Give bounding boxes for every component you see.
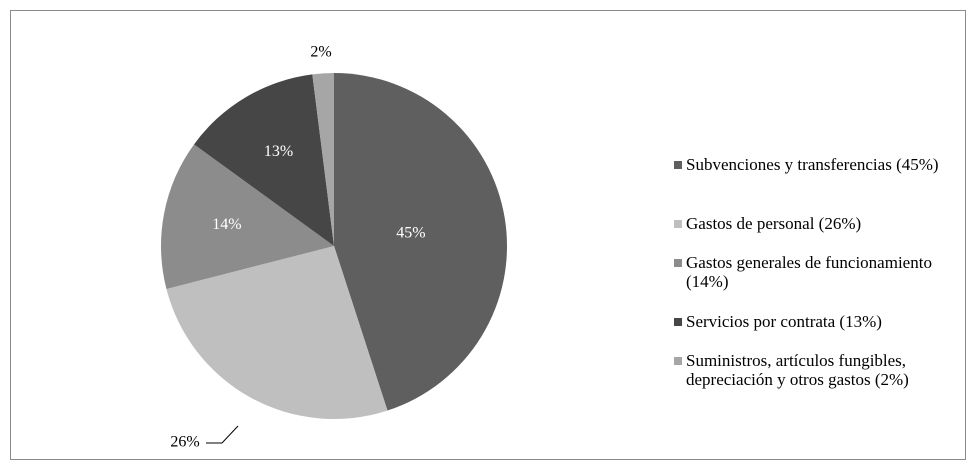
legend-swatch (674, 357, 682, 365)
pie-slice (161, 144, 334, 290)
legend-label: Subvenciones y transferencias (45%) (686, 155, 939, 174)
data-label: 26% (170, 434, 199, 451)
legend-swatch (674, 259, 682, 267)
legend-item: Subvenciones y transferencias (45%) (674, 155, 959, 174)
pie-slice (334, 73, 507, 411)
pie-slice (194, 74, 334, 246)
pie-slice (166, 246, 388, 420)
legend-label: Gastos de personal (26%) (686, 214, 862, 233)
legend-swatch (674, 220, 682, 228)
legend-item: Suministros, artículos fungibles, deprec… (674, 351, 959, 389)
pie-slice (312, 73, 334, 246)
data-label: 2% (310, 44, 331, 61)
data-label: 45% (396, 224, 425, 241)
legend-label: Gastos generales de funcionamiento (14%) (686, 253, 932, 291)
leader-line (206, 425, 239, 444)
legend-swatch (674, 161, 682, 169)
legend-item: Gastos generales de funcionamiento (14%) (674, 253, 959, 291)
data-label: 13% (264, 143, 293, 160)
legend-item: Gastos de personal (26%) (674, 214, 959, 233)
legend-label: Suministros, artículos fungibles, deprec… (686, 351, 909, 389)
legend-swatch (674, 318, 682, 326)
data-label: 14% (212, 216, 241, 233)
legend-item: Servicios por contrata (13%) (674, 312, 959, 331)
legend-label: Servicios por contrata (13%) (686, 312, 882, 331)
